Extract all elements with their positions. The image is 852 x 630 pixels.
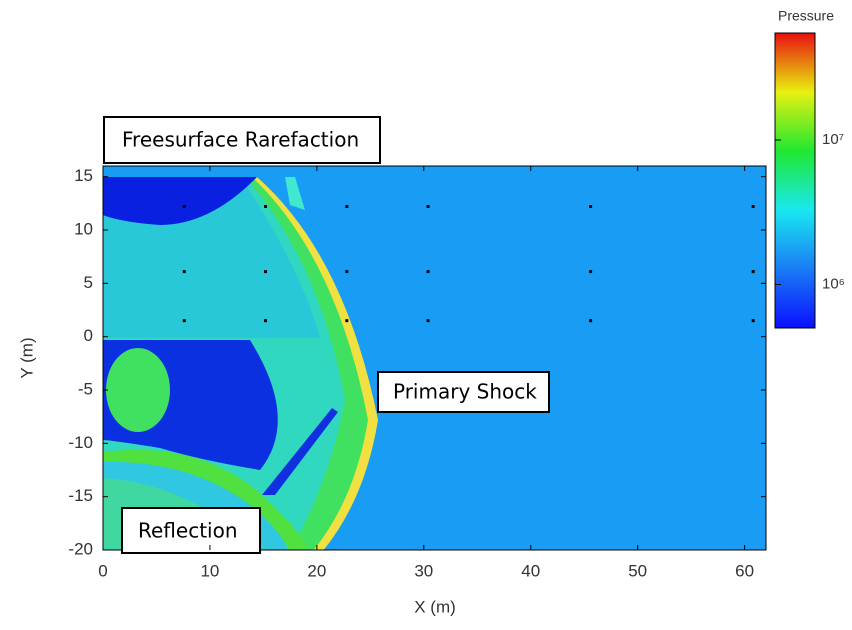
y-axis-label: Y (m) — [17, 337, 36, 378]
colorbar-tick-label: 10⁷ — [822, 131, 844, 148]
gauge-point — [264, 319, 268, 323]
gauge-point — [751, 319, 755, 323]
gauge-point — [264, 270, 268, 274]
colorbar-title: Pressure — [778, 8, 834, 24]
gauge-point — [589, 270, 593, 274]
y-tick-label: -20 — [68, 539, 93, 558]
y-tick-label: 5 — [84, 273, 93, 292]
x-tick-label: 30 — [414, 561, 433, 580]
pressure-field — [103, 166, 766, 550]
gauge-point — [426, 319, 430, 323]
gauge-point — [589, 205, 593, 209]
x-tick-label: 40 — [521, 561, 540, 580]
annotation: Primary Shock — [393, 380, 537, 404]
gauge-point — [182, 319, 186, 323]
x-tick-label: 60 — [735, 561, 754, 580]
y-tick-label: 15 — [74, 166, 93, 185]
colorbar — [774, 32, 816, 329]
y-tick-label: -15 — [68, 486, 93, 505]
gauge-point — [182, 205, 186, 209]
x-tick-label: 0 — [98, 561, 107, 580]
plot-frame — [102, 165, 767, 551]
annotation: Freesurface Rarefaction — [122, 128, 359, 152]
y-tick-label: -10 — [68, 433, 93, 452]
gauge-point — [264, 205, 268, 209]
annotation: Reflection — [138, 519, 238, 543]
gauge-point — [345, 205, 349, 209]
x-tick-label: 10 — [200, 561, 219, 580]
gauge-point — [751, 205, 755, 209]
y-tick-label: 0 — [84, 326, 93, 345]
gauge-point — [345, 270, 349, 274]
y-tick-label: -5 — [78, 379, 93, 398]
gauge-point — [426, 270, 430, 274]
gauge-point — [345, 319, 349, 323]
annotation-box — [121, 507, 261, 554]
y-tick-label: 10 — [74, 219, 93, 238]
gauge-point — [426, 205, 430, 209]
annotation-box — [377, 371, 550, 413]
gauge-point — [182, 270, 186, 274]
gauge-point — [589, 319, 593, 323]
x-tick-label: 50 — [628, 561, 647, 580]
x-axis-label: X (m) — [414, 597, 456, 616]
x-tick-label: 20 — [307, 561, 326, 580]
annotation-box — [103, 116, 381, 164]
gauge-point — [751, 270, 755, 274]
colorbar-tick-label: 10⁶ — [822, 275, 845, 292]
